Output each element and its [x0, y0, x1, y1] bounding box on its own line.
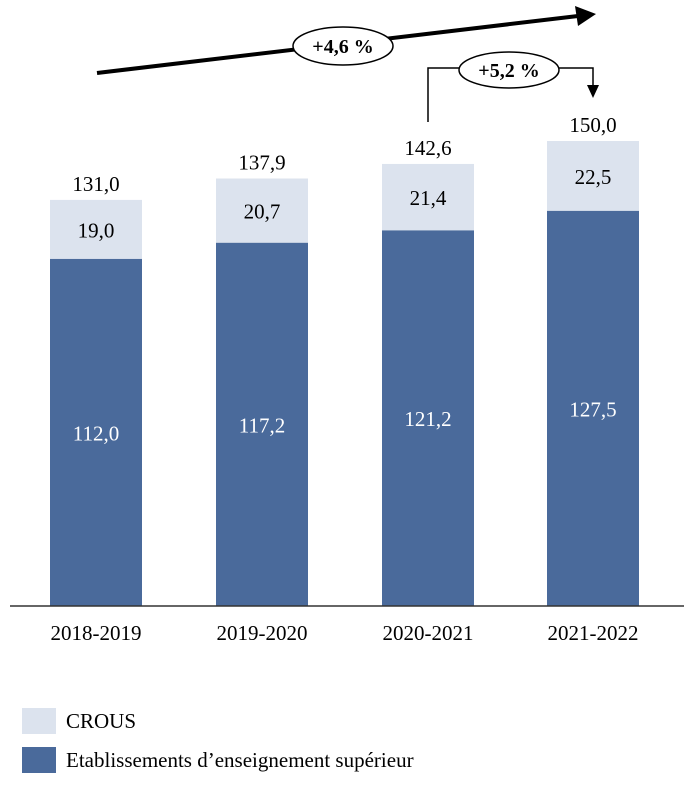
last-year-growth-annotation: +5,2 % [427, 51, 599, 122]
bars-layer: 112,0 19,0 131,0 117,2 20,7 137,9 121,2 21,4 142… [50, 113, 639, 606]
x-tick-label: 2018-2019 [51, 621, 142, 645]
overall-growth-label: +4,6 % [312, 36, 373, 58]
data-label-crous: 21,4 [410, 186, 447, 210]
data-label-etablissements: 127,5 [569, 397, 616, 421]
data-label-crous: 19,0 [78, 218, 115, 242]
bar-etablissements-2019-2020 [216, 242, 308, 606]
data-label-etablissements: 117,2 [239, 413, 285, 437]
bar-etablissements-2021-2022 [547, 210, 639, 606]
legend-item-etablissements: Etablissements d’enseignement supérieur [22, 747, 414, 773]
data-label-total: 137,9 [238, 151, 285, 175]
data-label-etablissements: 112,0 [73, 421, 119, 445]
data-label-total: 150,0 [569, 113, 616, 137]
bar-etablissements-2020-2021 [382, 230, 474, 606]
last-year-growth-label: +5,2 % [478, 60, 539, 82]
legend-swatch-crous [22, 708, 56, 734]
legend-item-crous: CROUS [22, 708, 136, 734]
data-label-total: 142,6 [404, 136, 451, 160]
legend-swatch-etablissements [22, 747, 56, 773]
x-tick-label: 2020-2021 [383, 621, 474, 645]
bar-etablissements-2018-2019 [50, 258, 142, 606]
data-label-crous: 22,5 [575, 165, 612, 189]
x-tick-labels: 2018-2019 2019-2020 2020-2021 2021-2022 [51, 621, 639, 645]
bar-crous-2019-2020 [216, 178, 308, 243]
data-label-etablissements: 121,2 [404, 407, 451, 431]
data-label-total: 131,0 [72, 172, 119, 196]
overall-growth-annotation: +4,6 % [96, 6, 596, 75]
x-tick-label: 2019-2020 [217, 621, 308, 645]
data-label-crous: 20,7 [244, 200, 281, 224]
bar-crous-2018-2019 [50, 199, 142, 259]
x-tick-label: 2021-2022 [548, 621, 639, 645]
legend-label-crous: CROUS [66, 708, 137, 733]
bar-crous-2021-2022 [547, 141, 639, 211]
bar-crous-2020-2021 [382, 163, 474, 231]
legend-label-etablissements: Etablissements d’enseignement supérieur [66, 747, 414, 772]
